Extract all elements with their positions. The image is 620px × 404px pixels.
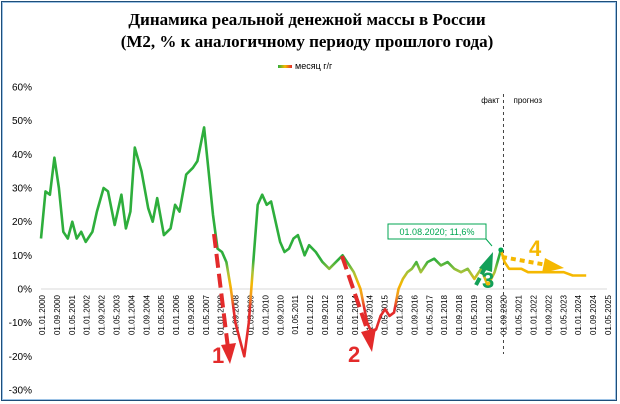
arrow-4-head xyxy=(542,258,564,273)
y-tick-label: 30% xyxy=(12,184,32,195)
x-tick-label: 01.05.2017 xyxy=(425,294,434,335)
arrow-4-shaft xyxy=(501,255,548,267)
x-tick-label: 01.05.2001 xyxy=(68,294,77,335)
x-tick-label: 01.05.2003 xyxy=(113,294,122,335)
x-tick-label: 01.05.2021 xyxy=(515,294,524,335)
y-tick-label: -10% xyxy=(9,318,32,329)
arrow-3-head xyxy=(479,252,493,272)
x-axis: 01.01.2000 01.09.2000 01.05.2001 01.01.2002… xyxy=(38,294,613,335)
y-tick-label: -30% xyxy=(9,386,32,397)
arrow-2-shaft xyxy=(340,255,370,333)
fact-label: факт xyxy=(481,96,500,105)
y-axis: 60% 50% 40% 30% 20% 10% 0% -10% -20% -30% xyxy=(9,83,32,397)
x-tick-label: 01.05.2011 xyxy=(291,294,300,334)
x-tick-label: 01.09.2012 xyxy=(321,294,330,335)
x-tick-label: 01.01.2006 xyxy=(172,294,181,335)
x-tick-label: 01.05.2007 xyxy=(202,294,211,335)
x-tick-label: 01.01.2000 xyxy=(38,294,47,335)
x-tick-label: 01.05.2005 xyxy=(157,294,166,335)
x-tick-label: 01.09.2018 xyxy=(455,294,464,335)
x-tick-label: 01.05.2009 xyxy=(247,294,256,335)
series-line-actual xyxy=(39,126,503,358)
x-tick-label: 01.01.2016 xyxy=(396,294,405,335)
x-tick-label: 01.09.2002 xyxy=(98,294,107,335)
callout-point xyxy=(498,247,504,253)
forecast-label: прогноз xyxy=(513,96,542,105)
x-tick-label: 01.05.2025 xyxy=(604,294,613,335)
y-tick-label: 20% xyxy=(12,217,32,228)
y-tick-label: 40% xyxy=(12,150,32,161)
y-tick-label: 0% xyxy=(18,285,33,296)
annotation-number-3: 3 xyxy=(482,268,494,293)
x-tick-label: 01.01.2012 xyxy=(306,294,315,335)
arrow-1-head xyxy=(221,343,236,364)
x-tick-label: 01.09.2014 xyxy=(366,294,375,335)
callout-leader xyxy=(485,238,493,247)
y-tick-label: 50% xyxy=(12,116,32,127)
y-tick-label: 10% xyxy=(12,251,32,262)
x-tick-label: 01.09.2004 xyxy=(142,294,151,335)
annotation-number-4: 4 xyxy=(529,236,542,261)
x-tick-label: 01.01.2022 xyxy=(530,294,539,335)
series-group xyxy=(39,126,587,358)
x-tick-label: 01.01.2024 xyxy=(574,294,583,335)
x-tick-label: 01.09.2008 xyxy=(232,294,241,335)
x-tick-label: 01.09.2024 xyxy=(589,294,598,335)
annotation-arrows xyxy=(212,233,564,364)
x-tick-label: 01.09.2022 xyxy=(544,294,553,335)
annotation-number-2: 2 xyxy=(348,342,360,367)
x-tick-label: 01.01.2004 xyxy=(127,294,136,335)
chart-title: Динамика реальной денежной массы в Росси… xyxy=(128,10,485,29)
callout-text: 01.08.2020; 11,6% xyxy=(400,227,475,237)
callout: 01.08.2020; 11,6% xyxy=(387,223,493,247)
legend-label: месяц г/г xyxy=(295,61,333,71)
x-tick-label: 01.09.2020 xyxy=(500,294,509,335)
x-tick-label: 01.01.2002 xyxy=(83,294,92,335)
chart-subtitle: (М2, % к аналогичному периоду прошлого г… xyxy=(121,32,494,51)
x-tick-label: 01.01.2010 xyxy=(261,294,270,335)
x-tick-label: 01.09.2006 xyxy=(187,294,196,335)
y-tick-label: -20% xyxy=(9,352,32,363)
y-tick-label: 60% xyxy=(12,83,32,94)
x-tick-label: 01.01.2014 xyxy=(351,294,360,335)
callout-box xyxy=(387,223,487,240)
arrow-2-head xyxy=(361,328,376,352)
annotation-number-1: 1 xyxy=(212,343,224,368)
x-tick-label: 01.01.2020 xyxy=(485,294,494,335)
x-tick-label: 01.05.2019 xyxy=(470,294,479,335)
x-tick-label: 01.09.2016 xyxy=(410,294,419,335)
x-tick-label: 01.01.2018 xyxy=(440,294,449,335)
x-tick-label: 01.05.2013 xyxy=(336,294,345,335)
x-tick-label: 01.09.2010 xyxy=(276,294,285,335)
legend-swatch xyxy=(278,65,292,68)
x-tick-label: 01.05.2023 xyxy=(559,294,568,335)
series-line-forecast xyxy=(499,249,587,277)
x-tick-label: 01.01.2008 xyxy=(217,294,226,335)
x-tick-label: 01.05.2015 xyxy=(381,294,390,335)
x-tick-label: 01.09.2000 xyxy=(53,294,62,335)
